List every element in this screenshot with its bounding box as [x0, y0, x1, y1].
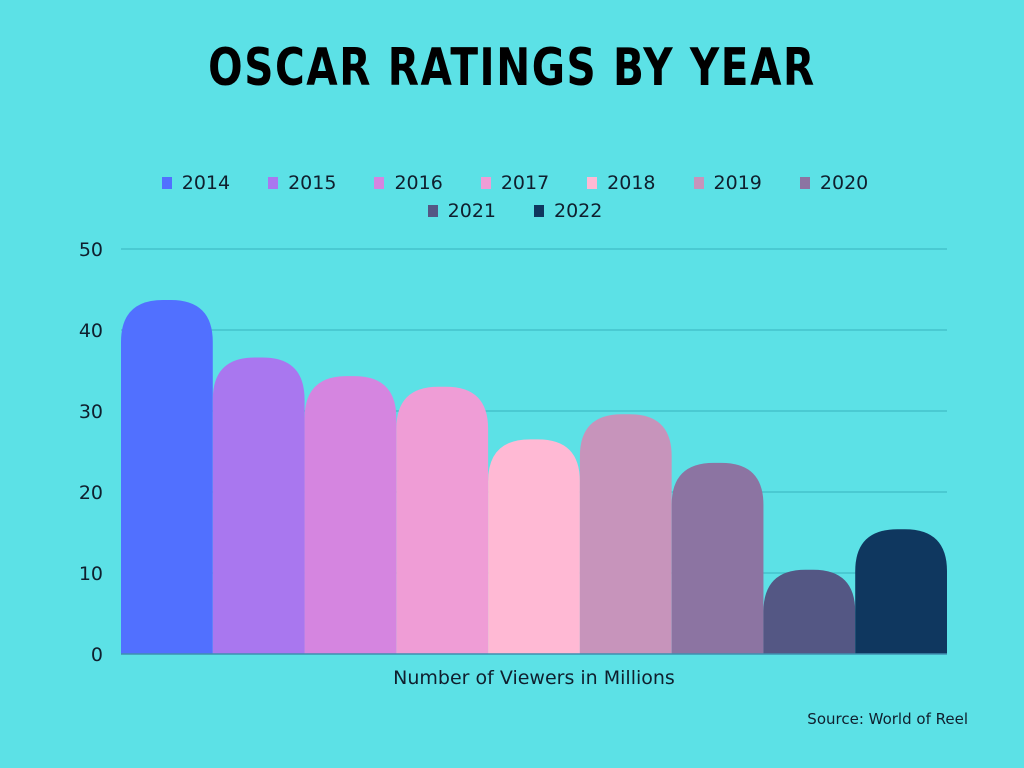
source-note: Source: World of Reel [807, 710, 968, 728]
bar-2021 [763, 569, 856, 654]
bar-2017 [396, 386, 489, 654]
y-tick-label: 40 [79, 320, 103, 342]
bar-2020 [671, 462, 764, 654]
legend-label: 2020 [819, 172, 869, 194]
legend-swatch [587, 177, 598, 189]
legend-label: 2019 [713, 172, 762, 194]
legend-swatch [374, 177, 385, 189]
legend-label: 2022 [554, 200, 603, 222]
chart-title: OSCAR RATINGS BY YEAR [208, 38, 816, 98]
legend-label: 2018 [607, 172, 656, 194]
legend-item-2014: 2014 [161, 172, 231, 194]
legend-item-2015: 2015 [268, 172, 336, 194]
y-tick-label: 50 [79, 239, 103, 261]
y-tick-label: 10 [79, 563, 103, 585]
legend-swatch [693, 177, 704, 189]
legend-swatch [268, 177, 279, 189]
legend-item-2017: 2017 [480, 172, 550, 194]
legend-swatch [534, 205, 544, 217]
legend-item-2016: 2016 [374, 172, 443, 194]
legend-item-2019: 2019 [693, 172, 762, 194]
bar-2016 [304, 376, 397, 654]
legend-swatch [480, 177, 491, 189]
x-axis-label: Number of Viewers in Millions [393, 667, 675, 689]
y-tick-label: 0 [91, 644, 103, 666]
legend: 2014 2015 2016 2017 2018 2019 2020 2021 2022 [120, 172, 910, 222]
bar-2018 [488, 439, 580, 654]
bar-2014 [121, 300, 213, 654]
legend-label: 2014 [181, 172, 231, 194]
bar-2022 [855, 529, 947, 654]
bar-2015 [212, 357, 305, 654]
legend-label: 2015 [288, 172, 337, 194]
bar-2019 [579, 414, 672, 654]
legend-item-2022: 2022 [534, 200, 602, 222]
legend-swatch [161, 177, 172, 189]
legend-item-2018: 2018 [587, 172, 656, 194]
y-tick-label: 20 [79, 482, 103, 504]
legend-swatch [799, 177, 810, 189]
legend-item-2020: 2020 [799, 172, 869, 194]
legend-item-2021: 2021 [427, 200, 496, 222]
legend-label: 2017 [500, 172, 550, 194]
legend-label: 2021 [447, 200, 496, 222]
legend-swatch [427, 205, 438, 217]
legend-label: 2016 [394, 172, 443, 194]
y-tick-label: 30 [79, 401, 103, 423]
